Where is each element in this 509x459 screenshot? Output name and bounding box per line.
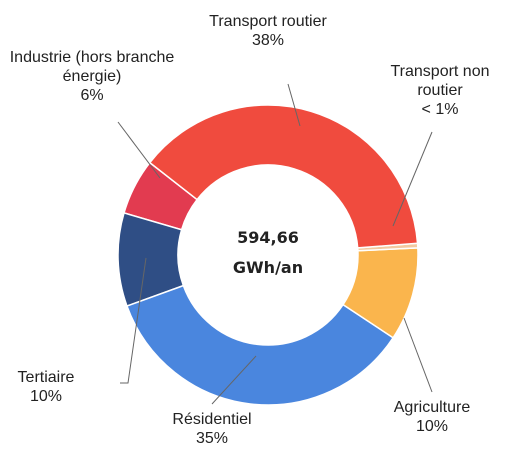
segment-value: 35% — [195, 430, 229, 447]
donut-segment — [125, 284, 395, 406]
leader-line — [120, 257, 147, 384]
leader-line — [211, 355, 257, 405]
center-value: 594,66 — [237, 228, 299, 247]
segment-label: Agriculture — [393, 399, 471, 416]
leader-line — [117, 121, 161, 179]
segment-label: Industrie (hors branche énergie) — [9, 49, 175, 85]
segment-label: Résidentiel — [172, 411, 252, 428]
segment-value: 38% — [251, 32, 285, 49]
segment-label: Tertiaire — [17, 369, 75, 386]
segment-label: Transport routier — [209, 13, 327, 30]
center-unit: GWh/an — [232, 258, 304, 277]
leader-lines — [117, 83, 433, 405]
segment-value: < 1% — [421, 101, 459, 118]
segment-label: Transport non routier — [390, 63, 490, 99]
donut-segment — [117, 211, 185, 307]
segment-value: 6% — [80, 87, 104, 104]
segment-value: 10% — [29, 388, 63, 405]
leader-line — [287, 83, 301, 127]
segment-value: 10% — [415, 418, 449, 435]
donut-segment — [342, 247, 419, 339]
donut-segment — [148, 104, 419, 249]
leader-line — [403, 317, 433, 393]
leader-line — [392, 131, 433, 227]
